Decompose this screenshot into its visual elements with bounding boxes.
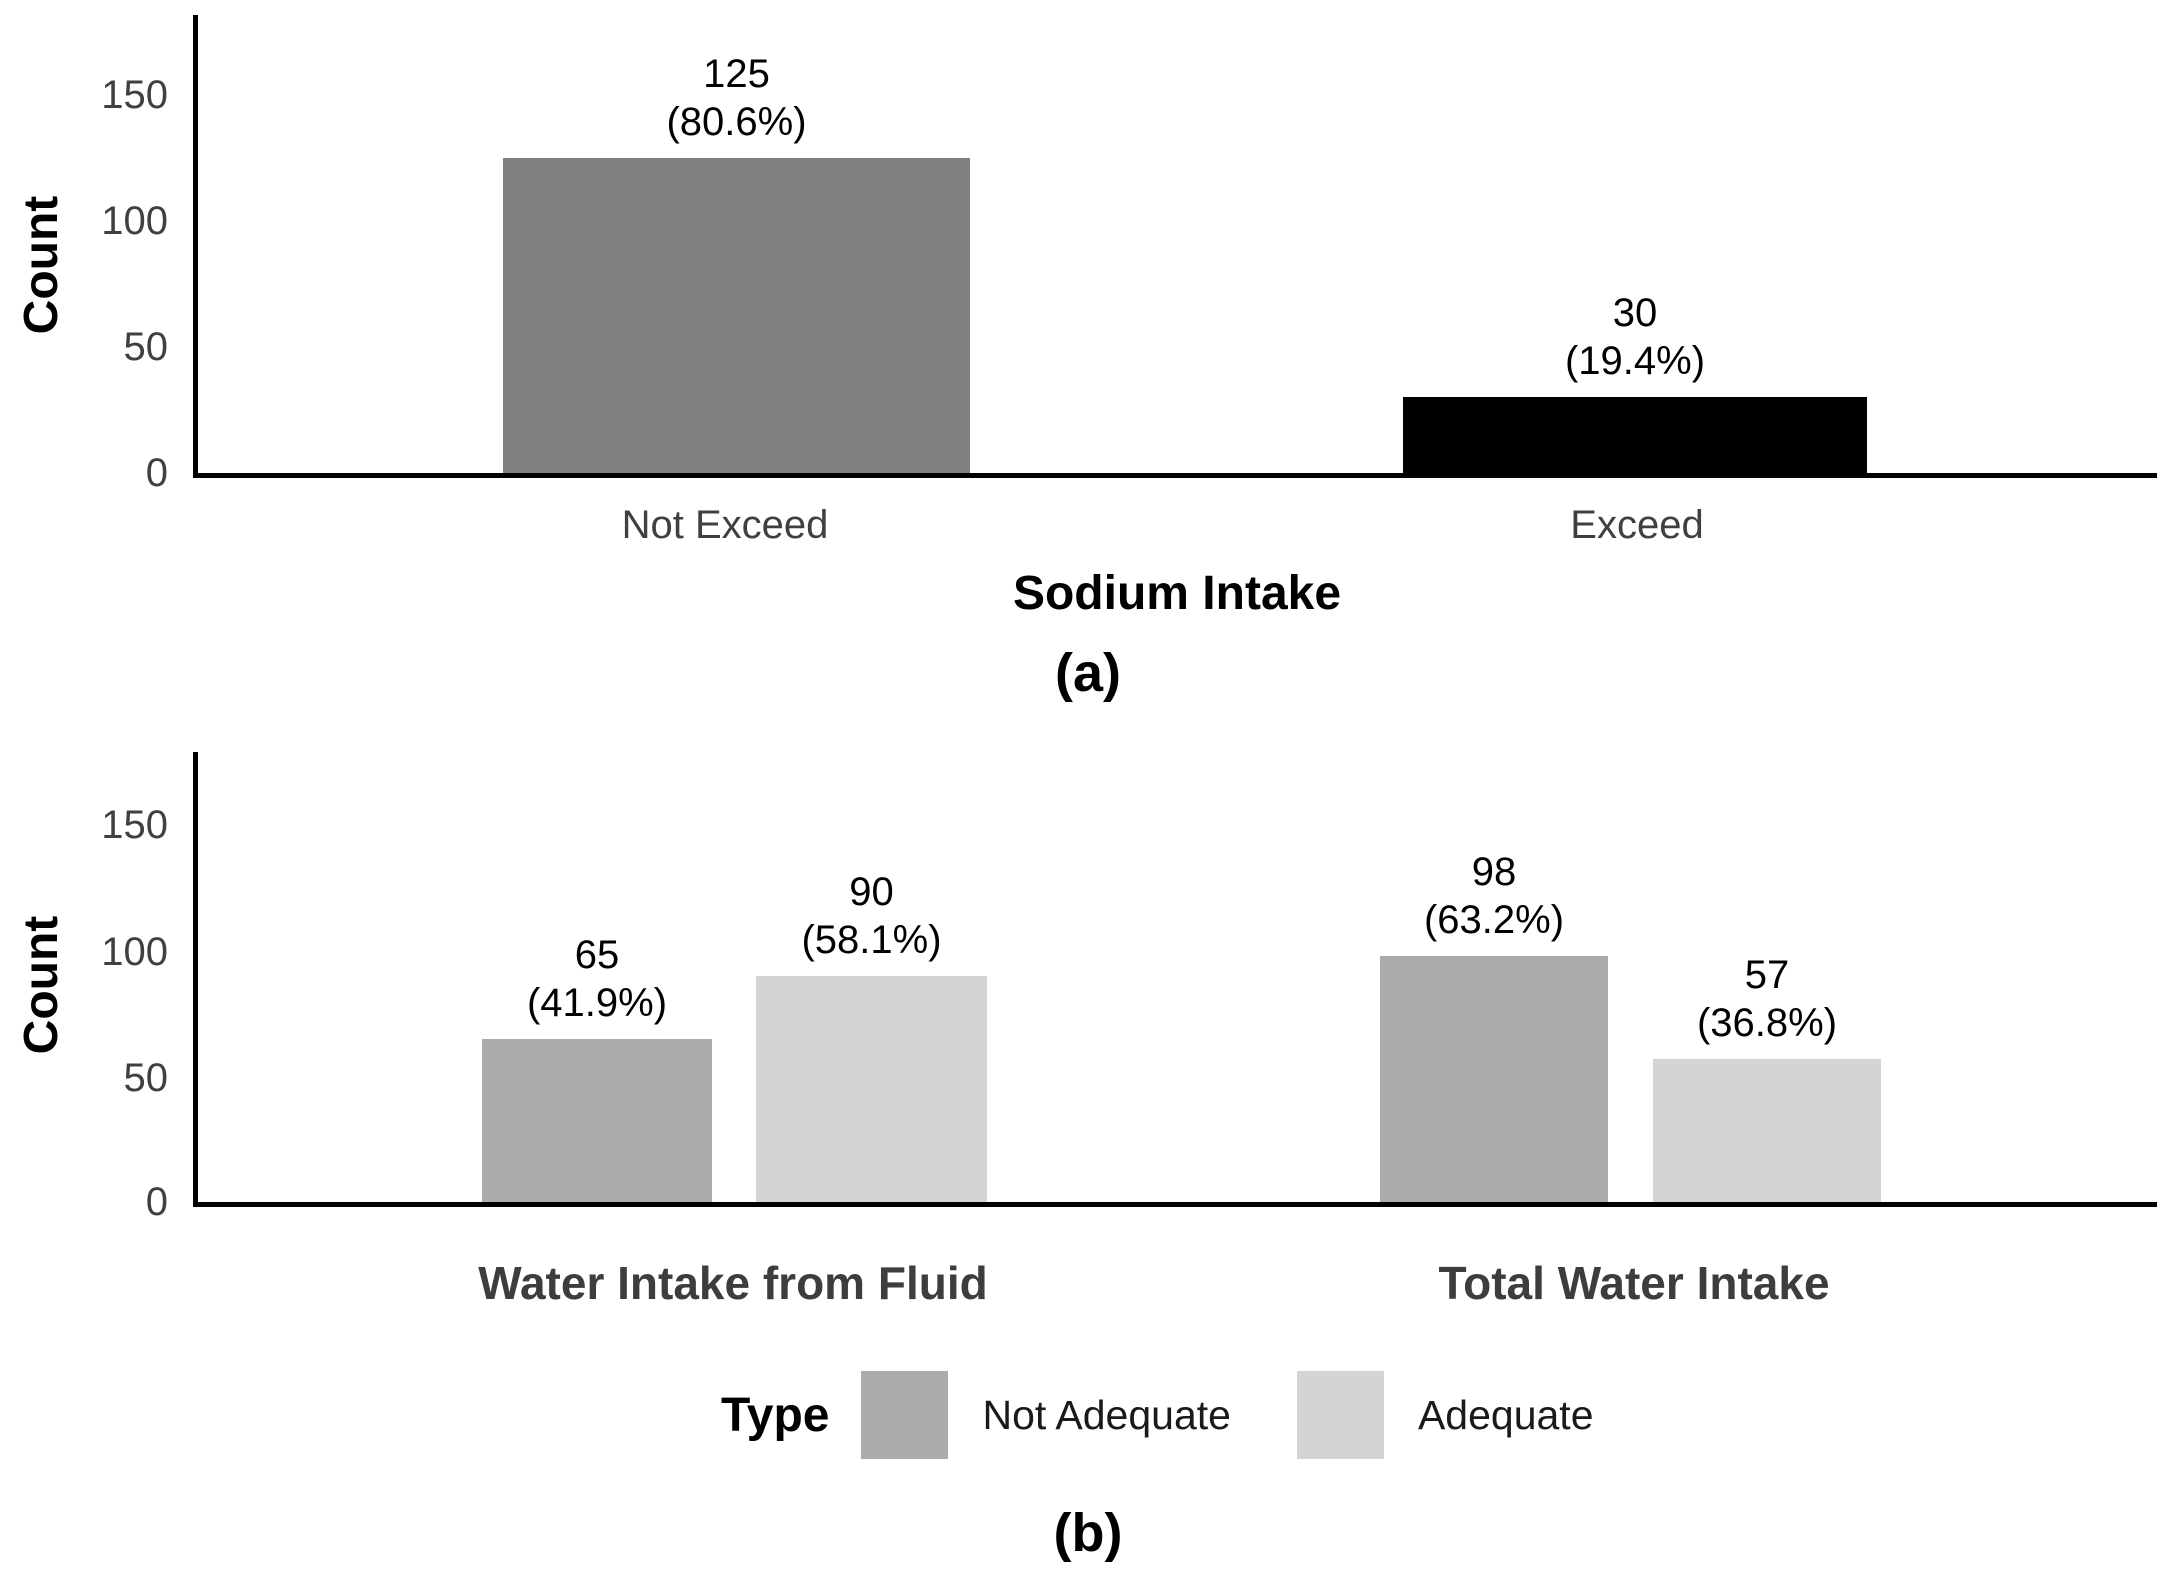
bar-label-not-exceed: 125 (80.6%) <box>503 50 970 146</box>
panel-a-xtick-not-exceed: Not Exceed <box>621 503 829 547</box>
bar-not-exceed <box>503 158 970 473</box>
legend-label-adequate: Adequate <box>1417 1391 1594 1438</box>
panel-a-x-axis <box>193 473 2157 478</box>
bar-fluid-not-adequate <box>482 1039 712 1202</box>
panel-a-ytick-50: 50 <box>123 325 169 369</box>
legend: Type Not Adequate Adequate <box>721 1371 1594 1459</box>
bar-value: 90 <box>849 870 894 914</box>
bar-label-fluid-not-adequate: 65 (41.9%) <box>452 931 742 1027</box>
panel-a-xtick-exceed: Exceed <box>1570 503 1704 547</box>
legend-label-not-adequate: Not Adequate <box>982 1391 1231 1438</box>
bar-fluid-adequate <box>756 976 987 1202</box>
legend-swatch-adequate <box>1296 1371 1384 1459</box>
bar-exceed <box>1403 397 1867 473</box>
panel-a-y-axis <box>193 15 198 478</box>
bar-label-fluid-adequate: 90 (58.1%) <box>726 868 1017 964</box>
panel-b-y-axis <box>193 752 198 1207</box>
panel-a-ytick-100: 100 <box>101 199 168 243</box>
bar-value: 57 <box>1744 953 1790 997</box>
legend-swatch-not-adequate <box>861 1371 949 1459</box>
bar-value: 125 <box>703 52 770 96</box>
bar-total-adequate <box>1653 1059 1881 1202</box>
bar-label-exceed: 30 (19.4%) <box>1403 289 1867 385</box>
panel-b-xtick-water-intake-from-fluid: Water Intake from Fluid <box>478 1257 988 1309</box>
bar-percent: (41.9%) <box>526 981 668 1025</box>
panel-a-ytick-0: 0 <box>145 451 168 495</box>
panel-b-x-axis <box>193 1202 2157 1207</box>
panel-a-caption: (a) <box>1055 643 1121 703</box>
bar-percent: (63.2%) <box>1423 898 1565 942</box>
bar-label-total-adequate: 57 (36.8%) <box>1623 951 1911 1047</box>
bar-percent: (36.8%) <box>1696 1001 1838 1045</box>
bar-value: 65 <box>574 933 620 977</box>
bar-percent: (58.1%) <box>801 918 942 962</box>
panel-a-x-axis-title: Sodium Intake <box>1012 567 1342 620</box>
bar-total-not-adequate <box>1380 956 1608 1202</box>
bar-percent: (80.6%) <box>666 100 807 144</box>
panel-b-ytick-0: 0 <box>145 1180 168 1224</box>
bar-value: 98 <box>1471 850 1517 894</box>
panel-a-ytick-150: 150 <box>101 73 168 117</box>
bar-label-total-not-adequate: 98 (63.2%) <box>1350 848 1638 944</box>
legend-title: Type <box>721 1388 830 1442</box>
panel-b-ytick-100: 100 <box>101 930 168 974</box>
bar-value: 30 <box>1612 291 1658 335</box>
panel-b-ytick-150: 150 <box>101 803 168 847</box>
bar-percent: (19.4%) <box>1564 339 1706 383</box>
panel-b-ytick-50: 50 <box>123 1056 169 1100</box>
panel-b-xtick-total-water-intake: Total Water Intake <box>1438 1257 1830 1309</box>
panel-b-caption: (b) <box>1053 1503 1123 1563</box>
